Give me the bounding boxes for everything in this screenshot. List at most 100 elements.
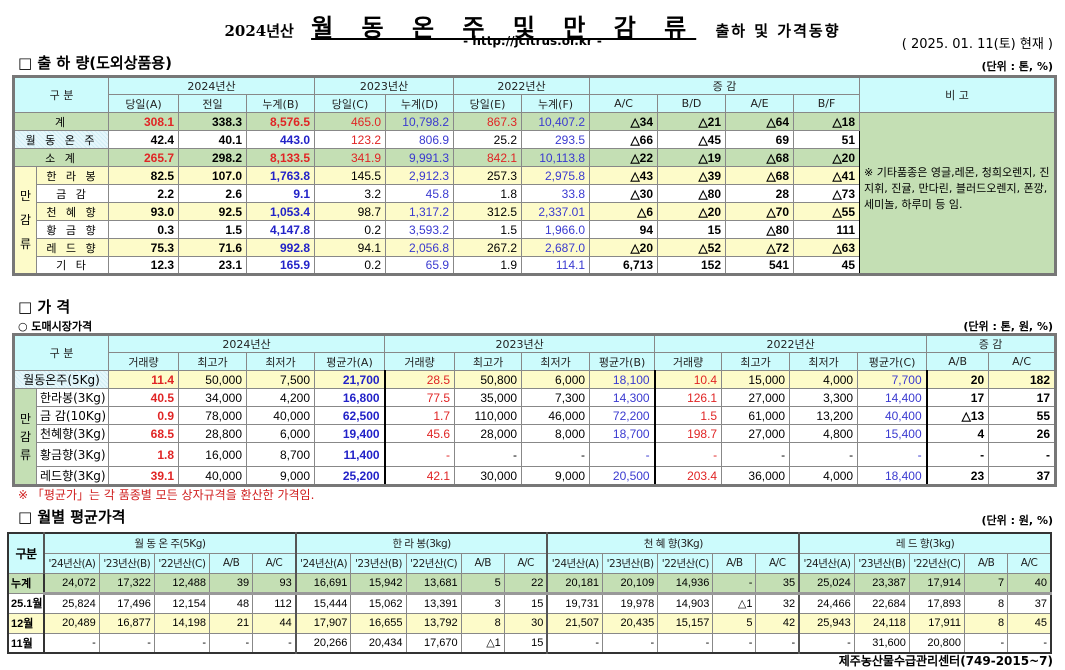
cell: 1,317.2: [384, 202, 455, 221]
cell: 17: [988, 388, 1056, 407]
monthly-table: 구분 월 동 온 주(5Kg) 한 라 봉(3kg) 천 혜 향(3Kg) 레 드 향(…: [7, 532, 1052, 654]
cell: -: [209, 632, 254, 654]
subheader-13: A/C: [988, 352, 1056, 371]
shipment-unit: (단위 : 톤, %): [981, 60, 1053, 73]
cell: 12.3: [108, 256, 179, 275]
cell: -: [654, 442, 723, 467]
cell: -: [589, 442, 656, 467]
cell: 17,914: [908, 572, 966, 594]
cell: -: [657, 632, 714, 654]
cell: 1,763.8: [246, 166, 315, 185]
cell: △55: [793, 202, 861, 221]
subheader-3: 평균가(A): [313, 352, 386, 371]
row-label: 황 금 향: [36, 220, 109, 239]
price-table: 구 분 2024년산 2023년산 2022년산 증 감 거래량 최고가 최저가 평균…: [12, 333, 1057, 487]
cell: 4,147.8: [246, 220, 315, 239]
header-2024: 2024년산: [108, 76, 315, 95]
table-row: 만 감 류 한라봉(3Kg) 40.5 34,000 4,200 16,800 77.5 35…: [13, 388, 1056, 486]
cell: 18,400: [857, 466, 928, 486]
cell: 13,681: [405, 572, 462, 594]
cell: 3.2: [314, 184, 386, 203]
cell: 68.5: [108, 424, 179, 443]
cell: 15,444: [294, 591, 352, 614]
cell: 8,000: [521, 424, 591, 443]
cell: 92.5: [178, 202, 247, 221]
report-date: ( 2025. 01. 11(토) 현재 ): [901, 37, 1053, 52]
cell: 93: [252, 572, 297, 594]
cell: 15,400: [857, 424, 928, 443]
table-row: 기 타 12.3 23.1 165.9 0.2 65.9 1.9 114.1 6,713 152 5…: [14, 256, 1056, 275]
cell: 24,466: [798, 591, 855, 614]
subheader-1: 전일: [178, 94, 247, 113]
cell: 15: [657, 220, 727, 239]
cell: 14,198: [153, 612, 211, 634]
site-url[interactable]: - http://jcitrus.or.kr -: [463, 34, 602, 48]
cell: 16,655: [350, 612, 407, 634]
subheader-3: 당일(C): [314, 94, 386, 113]
cell: 6,000: [521, 370, 591, 389]
cell: 257.3: [453, 166, 523, 185]
group-label-citrus: 만 감 류: [13, 166, 37, 275]
cell: 82.5: [108, 166, 179, 185]
cell: △6: [589, 202, 659, 221]
cell: 40.5: [108, 388, 179, 407]
cell: 15,157: [657, 612, 714, 634]
cell: 45: [1007, 612, 1052, 634]
cell: △20: [589, 238, 659, 257]
cell: 78,000: [178, 406, 247, 425]
cell: 15: [503, 632, 548, 654]
row-label: 누계: [7, 572, 46, 594]
cell: -: [454, 442, 523, 467]
cell: 112: [252, 591, 297, 614]
group-label-citrus: 만 감 류: [13, 388, 37, 486]
row-label: 천 혜 향: [36, 202, 109, 221]
cell: 14,936: [657, 572, 714, 594]
header-gubun: 구 분: [13, 76, 109, 113]
header-gubun: 구 분: [13, 334, 109, 371]
subheader-12: A/B: [926, 352, 990, 371]
cell: 24,118: [853, 612, 910, 634]
cell: 308.1: [108, 112, 179, 131]
subheader: A/B: [964, 552, 1009, 574]
subheader: '23년산(B): [602, 552, 659, 574]
cell: 55: [988, 406, 1056, 425]
cell: 107.0: [178, 166, 247, 185]
cell: -: [789, 442, 859, 467]
cell: 8,700: [246, 442, 315, 467]
row-label: 황금향(3Kg): [36, 442, 109, 467]
cell: 25,024: [798, 572, 855, 594]
cell: 40,000: [178, 466, 247, 486]
cell: 10,407.2: [521, 112, 591, 131]
subheader-1: 최고가: [178, 352, 247, 371]
cell: △64: [725, 112, 795, 131]
cell: 28,800: [178, 424, 247, 443]
cell: 39.1: [108, 466, 179, 486]
subheader: A/C: [755, 552, 800, 574]
subheader: '22년산(C): [657, 552, 714, 574]
cell: 165.9: [246, 256, 315, 275]
table-row: 황 금 향 0.3 1.5 4,147.8 0.2 3,593.2 1.5 1,966.0 94…: [14, 220, 1056, 239]
cell: 8: [964, 612, 1009, 634]
subheader-9: 최고가: [721, 352, 791, 371]
row-label: 11월: [7, 632, 46, 654]
cell: 1.5: [654, 406, 723, 425]
cell: 1.5: [178, 220, 247, 239]
cell: 0.2: [314, 256, 386, 275]
cell: -: [602, 632, 659, 654]
cell: 8,133.5: [246, 148, 315, 167]
header-2022: 2022년산: [654, 334, 928, 353]
cell: 13,200: [789, 406, 859, 425]
subheader-0: 당일(A): [108, 94, 179, 113]
group-header-2: 천 혜 향(3Kg): [546, 532, 800, 554]
cell: 1,053.4: [246, 202, 315, 221]
table-row: 천 혜 향 93.0 92.5 1,053.4 98.7 1,317.2 312.5 2,33…: [14, 202, 1056, 221]
subheader-8: B/D: [657, 94, 727, 113]
cell: △63: [793, 238, 861, 257]
subheader-10: B/F: [793, 94, 861, 113]
table-row: 레드향(3Kg) 39.1 40,000 9,000 25,200 42.1 30,000 9…: [14, 466, 1056, 486]
row-label: 한라봉(3Kg): [36, 388, 109, 407]
cell: △68: [725, 166, 795, 185]
subheader: '24년산(A): [294, 552, 352, 574]
cell: 19,731: [546, 591, 604, 614]
cell: 12,488: [153, 572, 211, 594]
